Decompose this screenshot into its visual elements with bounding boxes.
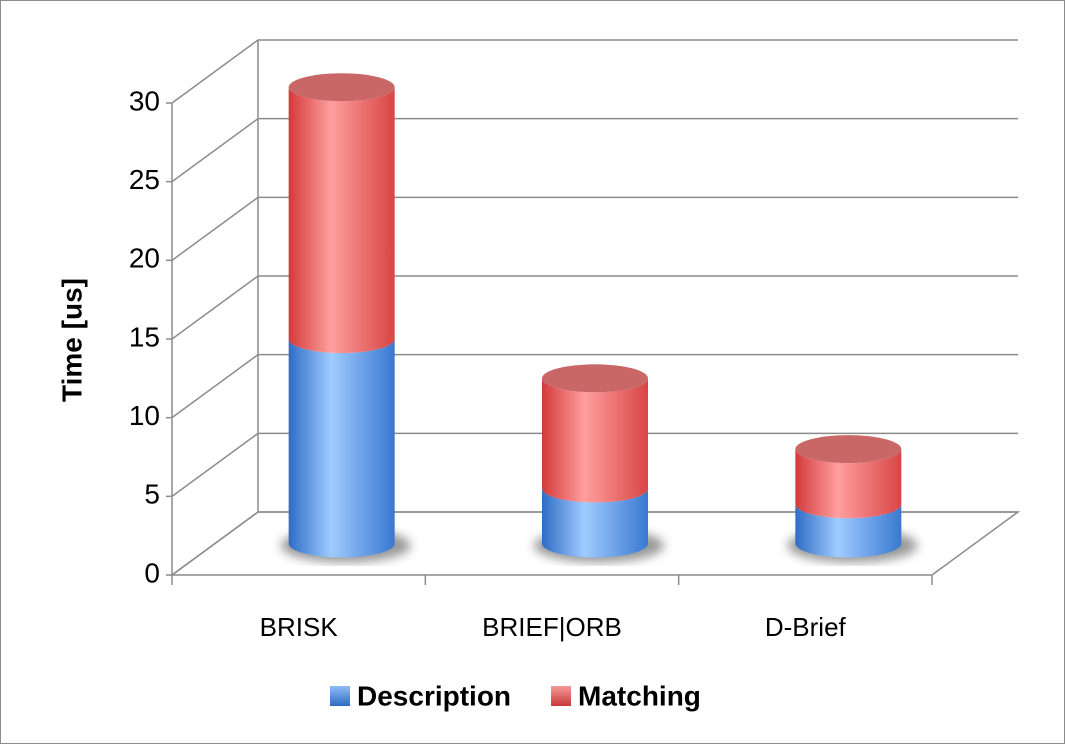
bar-segment	[288, 338, 395, 558]
y-tick-label: 30	[129, 85, 160, 116]
bar-segment	[542, 488, 648, 558]
x-tick-label: D-Brief	[765, 612, 847, 642]
bar-segment	[795, 504, 902, 558]
x-tick-label: BRIEF|ORB	[482, 612, 622, 642]
bar-cap	[542, 364, 648, 393]
legend-label: Matching	[578, 680, 701, 711]
y-tick-label: 20	[129, 243, 160, 274]
y-axis-title: Time [us]	[56, 278, 87, 402]
y-tick-label: 5	[144, 479, 160, 510]
bar-segment	[288, 87, 395, 353]
bar-segment	[795, 449, 902, 519]
y-tick-label: 15	[129, 321, 160, 352]
bar-cap	[288, 73, 395, 102]
legend-swatch	[330, 686, 350, 706]
bar-cap	[795, 435, 902, 464]
x-tick-label: BRISK	[260, 612, 339, 642]
legend-label: Description	[357, 680, 511, 711]
y-tick-label: 10	[129, 400, 160, 431]
bar-segment	[542, 378, 648, 503]
y-tick-label: 25	[129, 164, 160, 195]
legend-swatch	[551, 686, 572, 706]
y-tick-label: 0	[144, 557, 160, 588]
